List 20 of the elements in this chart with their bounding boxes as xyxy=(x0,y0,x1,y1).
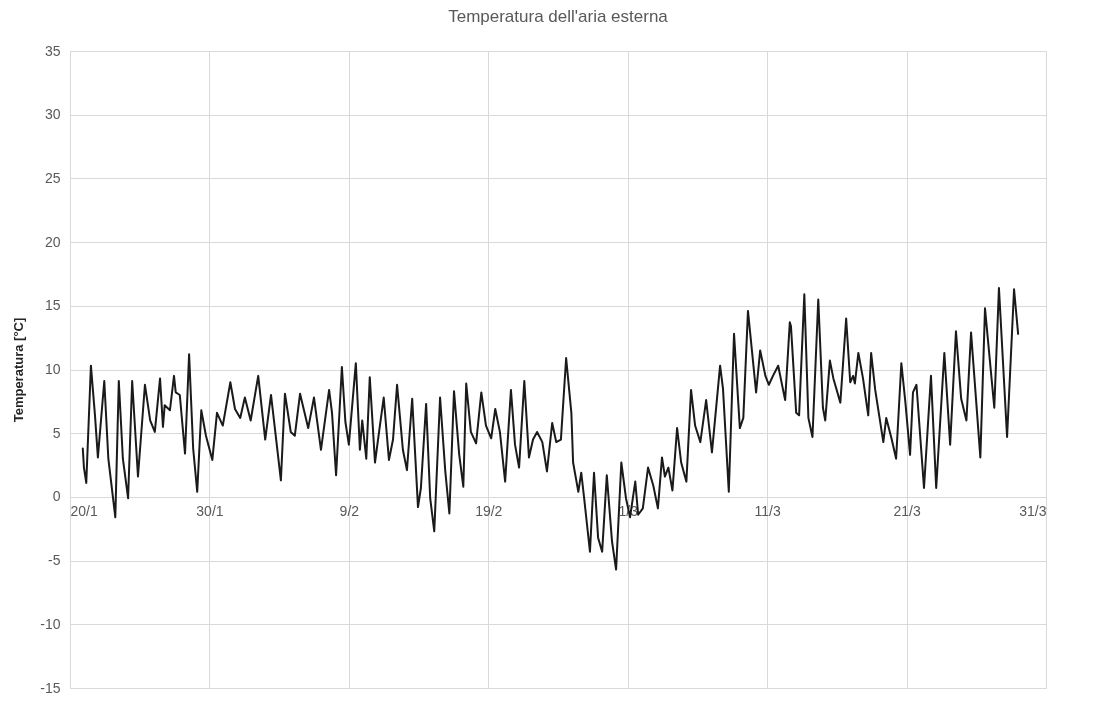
x-tick-label: 11/3 xyxy=(754,503,781,520)
y-tick-label: 20 xyxy=(44,233,61,250)
y-axis-title: Temperatura [°C] xyxy=(11,317,27,423)
chart-title: Temperatura dell'aria esterna xyxy=(448,7,669,26)
y-tick-label: 25 xyxy=(44,169,61,186)
y-tick-label: 30 xyxy=(44,106,61,123)
y-tick-label: 35 xyxy=(44,42,61,59)
x-tick-label: 30/1 xyxy=(196,503,224,520)
y-tick-label: 0 xyxy=(52,488,61,505)
x-tick-label: 21/3 xyxy=(893,503,921,520)
y-tick-label: -5 xyxy=(48,552,61,569)
x-tick-label: 19/2 xyxy=(475,503,503,520)
y-tick-label: 10 xyxy=(44,361,61,377)
x-tick-label: 20/1 xyxy=(70,503,98,520)
x-tick-label: 9/2 xyxy=(339,503,360,520)
x-tick-label: 31/3 xyxy=(1019,503,1047,520)
y-tick-label: 15 xyxy=(44,297,61,314)
y-tick-label: -10 xyxy=(40,615,61,632)
y-tick-label: 5 xyxy=(52,424,61,441)
y-tick-label: -15 xyxy=(40,679,61,696)
